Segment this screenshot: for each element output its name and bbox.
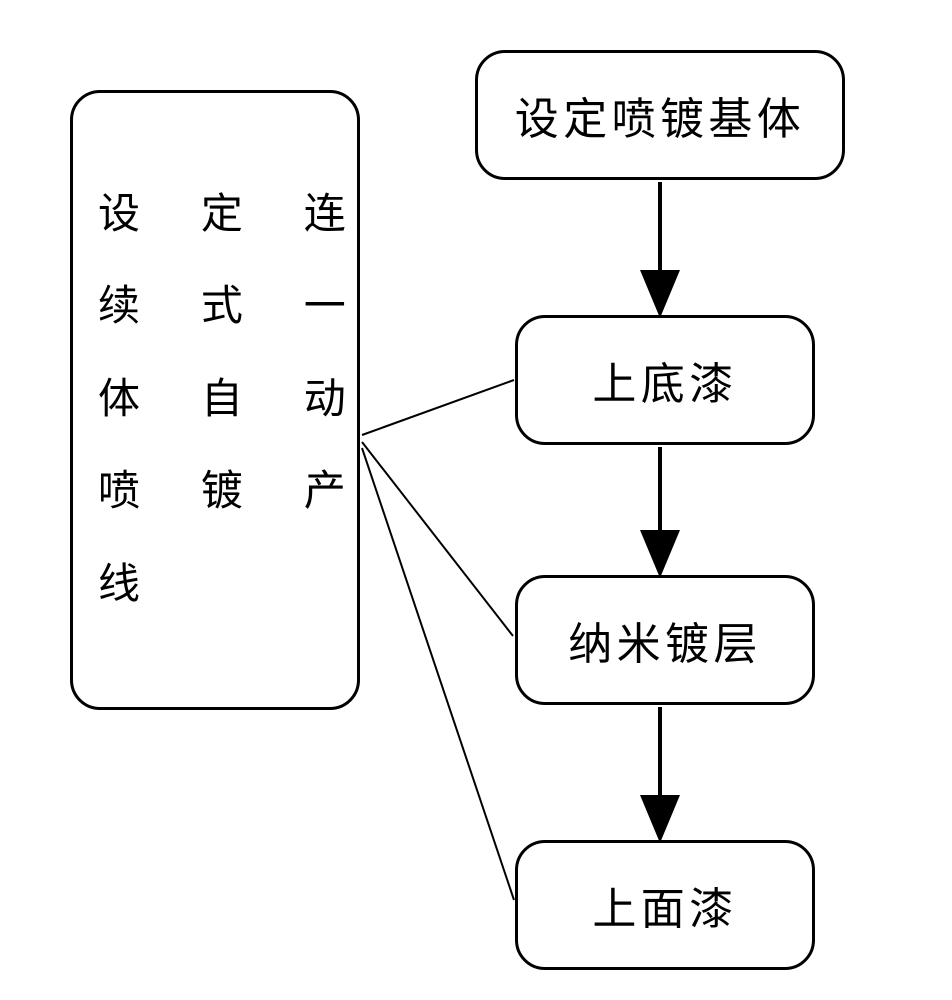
right-box-0: 设定喷镀基体 [475, 50, 845, 180]
right-box-2-label: 纳米镀层 [568, 608, 762, 672]
diagram-container: 设 定 连 续 式 一 体 自 动 喷 镀 产 线 设定喷镀基体 上底漆 纳米镀… [0, 0, 952, 1000]
left-text-row-4: 线 [98, 539, 332, 631]
right-box-3: 上面漆 [515, 840, 815, 970]
connector-line-1 [362, 380, 514, 435]
left-box-text: 设 定 连 续 式 一 体 自 动 喷 镀 产 线 [98, 169, 332, 631]
left-text-row-3: 喷 镀 产 [98, 446, 332, 538]
right-box-1-label: 上底漆 [592, 348, 737, 412]
left-text-row-2: 体 自 动 [98, 354, 332, 446]
right-box-2: 纳米镀层 [515, 575, 815, 705]
right-box-1: 上底漆 [515, 315, 815, 445]
right-box-3-label: 上面漆 [592, 873, 737, 937]
connector-line-2 [362, 442, 513, 636]
left-box: 设 定 连 续 式 一 体 自 动 喷 镀 产 线 [70, 90, 360, 710]
connector-line-3 [362, 448, 514, 900]
left-text-row-0: 设 定 连 [98, 169, 332, 261]
right-box-0-label: 设定喷镀基体 [515, 83, 805, 147]
left-text-row-1: 续 式 一 [98, 261, 332, 353]
